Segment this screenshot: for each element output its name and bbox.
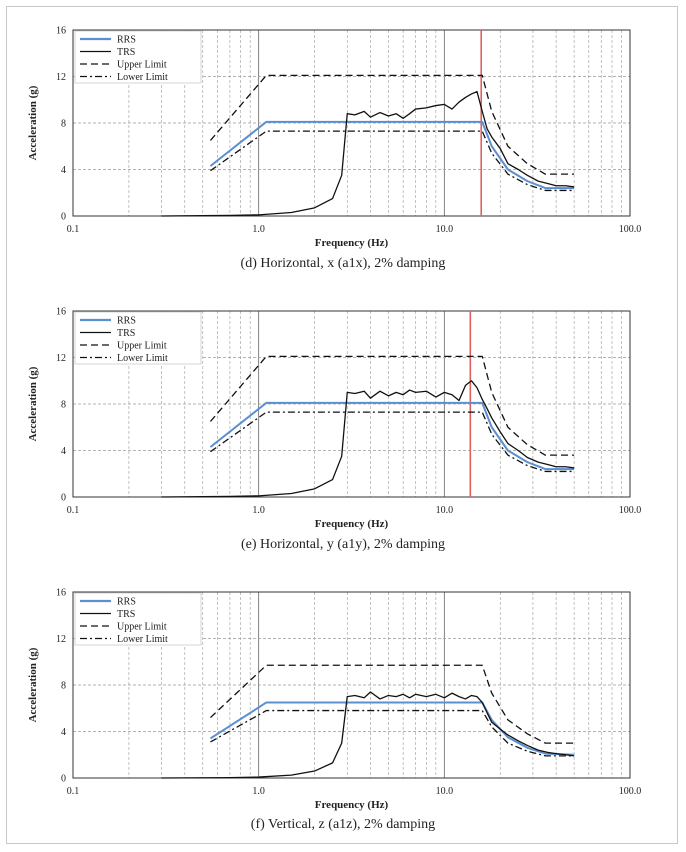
series-line-trs (161, 90, 575, 217)
y-axis-title: Acceleration (g) (27, 647, 39, 722)
chart-d-svg: 0 4 8 12 16 0.1 1.0 10.0 100.0 Frequency (Hz) Acce… (27, 26, 642, 250)
x-tick-label: 1.0 (252, 786, 265, 797)
chart-panel-d: 0 4 8 12 16 0.1 1.0 10.0 100.0 Frequency (Hz) Acce… (0, 8, 686, 278)
y-tick-label: 0 (61, 774, 66, 785)
x-tick-label: 1.0 (252, 224, 265, 235)
chart-d-caption: (d) Horizontal, x (a1x), 2% damping (240, 256, 446, 271)
x-tick-label: 10.0 (436, 786, 454, 797)
series-line-trs (161, 691, 575, 779)
y-tick-label: 12 (56, 634, 66, 645)
x-tick-label: 100.0 (619, 224, 642, 235)
y-tick-label: 0 (61, 493, 66, 504)
y-tick-label: 4 (61, 727, 66, 738)
y-tick-label: 16 (56, 588, 66, 599)
legend-label: TRS (117, 47, 135, 58)
chart-f-svg: 0 4 8 12 16 0.1 1.0 10.0 100.0 Frequency (Hz) Acce… (27, 588, 642, 812)
x-axis-title: Frequency (Hz) (315, 237, 389, 249)
y-tick-label: 8 (61, 400, 66, 411)
series-line-rrs (209, 120, 575, 190)
series-line-upper-limit (210, 664, 575, 744)
series-line-trs (161, 380, 575, 498)
y-axis-title: Acceleration (g) (27, 85, 39, 160)
x-tick-label: 100.0 (619, 786, 642, 797)
legend-label: Upper Limit (117, 60, 167, 71)
legend-label: RRS (117, 316, 136, 327)
series-line-lower-limit (210, 709, 575, 757)
y-tick-label: 8 (61, 681, 66, 692)
series-line-upper-limit (209, 355, 575, 456)
plot-border (72, 591, 631, 779)
x-tick-label: 1.0 (252, 505, 265, 516)
legend-label: RRS (117, 35, 136, 46)
x-tick-label: 10.0 (436, 505, 454, 516)
x-axis-title: Frequency (Hz) (315, 799, 389, 811)
y-tick-label: 0 (61, 212, 66, 223)
legend-label: TRS (117, 328, 135, 339)
y-tick-label: 8 (61, 119, 66, 130)
chart-panel-e: 0 4 8 12 16 0.1 1.0 10.0 100.0 Frequency (Hz) Acce… (0, 289, 686, 559)
y-tick-label: 4 (61, 165, 66, 176)
legend-label: RRS (117, 597, 136, 608)
x-tick-label: 0.1 (67, 224, 80, 235)
legend-label: Upper Limit (117, 622, 167, 633)
plot-border (72, 310, 631, 498)
series-line-lower-limit (210, 130, 575, 192)
legend-label: Lower Limit (117, 72, 168, 83)
series-line-lower-limit (210, 411, 575, 473)
legend-label: Upper Limit (117, 341, 167, 352)
x-tick-label: 0.1 (67, 505, 80, 516)
y-tick-label: 4 (61, 446, 66, 457)
series-line-rrs (209, 401, 575, 471)
legend-label: Lower Limit (117, 353, 168, 364)
x-tick-label: 100.0 (619, 505, 642, 516)
series-line-upper-limit (209, 74, 575, 175)
plot-border (72, 29, 631, 217)
y-tick-label: 16 (56, 307, 66, 318)
legend-label: TRS (117, 609, 135, 620)
y-axis-title: Acceleration (g) (27, 366, 39, 441)
chart-panel-f: 0 4 8 12 16 0.1 1.0 10.0 100.0 Frequency (Hz) Acce… (0, 570, 686, 840)
y-tick-label: 12 (56, 72, 66, 83)
y-tick-label: 12 (56, 353, 66, 364)
x-axis-title: Frequency (Hz) (315, 518, 389, 530)
legend-label: Lower Limit (117, 634, 168, 645)
chart-e-caption: (e) Horizontal, y (a1y), 2% damping (240, 537, 446, 552)
x-tick-label: 10.0 (436, 224, 454, 235)
x-tick-label: 0.1 (67, 786, 80, 797)
y-tick-label: 16 (56, 26, 66, 37)
chart-e-svg: 0 4 8 12 16 0.1 1.0 10.0 100.0 Frequency (Hz) Acce… (27, 307, 642, 531)
chart-f-caption: (f) Vertical, z (a1z), 2% damping (250, 817, 436, 832)
